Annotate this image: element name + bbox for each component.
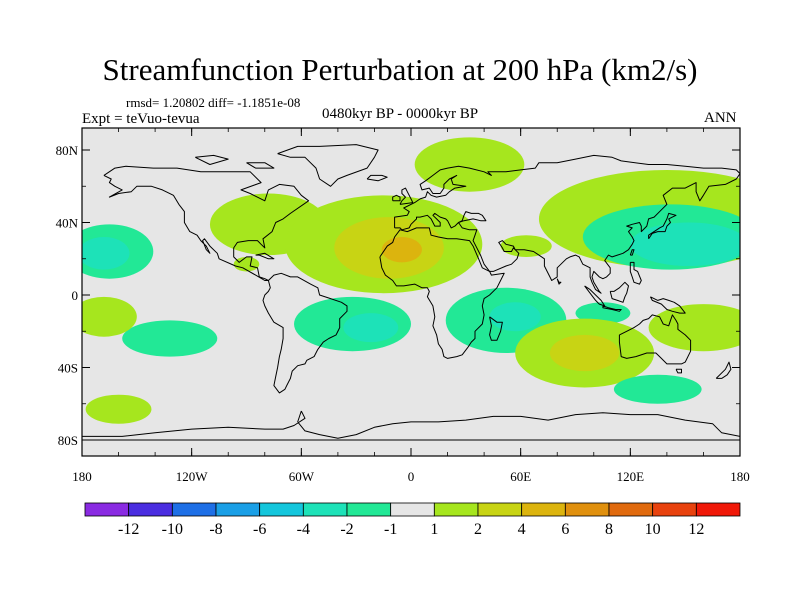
colorbar-swatch (302, 502, 348, 517)
lon-tick-label: 60E (510, 469, 531, 484)
coastline (629, 249, 635, 256)
anomaly-region (122, 320, 218, 357)
coastline-layer (82, 144, 740, 441)
anomaly-region (381, 237, 422, 263)
coastline (618, 314, 692, 365)
colorbar-swatch (608, 502, 654, 517)
colorbar-swatch (259, 502, 304, 517)
colorbar-label: 12 (688, 521, 704, 538)
anomaly-region (648, 304, 740, 352)
coastline (675, 368, 682, 374)
coastline (602, 305, 622, 312)
colorbar-label: 2 (474, 521, 482, 538)
coastline (277, 144, 379, 187)
anomaly-region (82, 296, 137, 337)
coastline (609, 281, 629, 303)
coastline (103, 165, 310, 281)
lon-tick-label: 120E (617, 469, 645, 484)
colorbar-swatch (477, 502, 523, 517)
coastline (246, 162, 275, 169)
colorbar-label: -12 (118, 521, 139, 538)
coastline (489, 316, 503, 341)
colorbar-swatch (346, 502, 392, 517)
axis-layer: 80N 40N 0 40S 80S 180 120W 60W 0 60E 120E 180 (56, 128, 750, 484)
anomaly-region (549, 334, 620, 372)
coastline (629, 261, 642, 285)
colorbar-swatch (433, 502, 479, 517)
stats-label: rmsd= 1.20802 diff= -1.1851e-08 (126, 95, 301, 110)
anomaly-region (343, 313, 399, 343)
coastline (556, 278, 562, 285)
coastline (394, 154, 740, 294)
anomaly-region (500, 235, 552, 257)
lon-tick-label: 60W (289, 469, 315, 484)
lat-tick-label: 40S (58, 361, 78, 376)
colorbar-label: -4 (297, 521, 310, 538)
anomaly-region (85, 394, 152, 424)
lat-tick-label: 0 (72, 288, 79, 303)
colorbar-swatch (128, 502, 173, 517)
chart-title: Streamfunction Perturbation at 200 hPa (… (102, 52, 698, 87)
anomaly-region (630, 222, 740, 266)
lat-tick-label: 80N (56, 143, 79, 158)
coastline (715, 361, 732, 379)
season-label: ANN (704, 110, 737, 126)
coastline (82, 410, 740, 441)
anomaly-region (82, 237, 130, 270)
coastline (262, 272, 348, 394)
colorbar: -12 -10 -8 -6 -4 -2 -1 1 2 4 6 8 10 12 (84, 502, 741, 538)
lon-tick-label: 180 (730, 469, 750, 484)
colorbar-label: -10 (162, 521, 183, 538)
colorbar-label: 10 (645, 521, 661, 538)
lon-tick-label: 0 (408, 469, 415, 484)
anomaly-region (233, 256, 260, 272)
colorbar-label: -1 (384, 521, 397, 538)
colorbar-label: 8 (605, 521, 613, 538)
colorbar-label: 4 (518, 521, 526, 538)
colorbar-swatch (695, 502, 741, 517)
coastline (379, 227, 505, 359)
colorbar-swatch (215, 502, 261, 517)
period-label: 0480kyr BP - 0000kyr BP (322, 106, 479, 122)
lon-tick-label: 120W (176, 469, 209, 484)
coastline (392, 194, 401, 202)
coastline (399, 187, 414, 205)
colorbar-swatch (171, 502, 217, 517)
coastline (649, 296, 686, 314)
lat-tick-label: 80S (58, 433, 78, 448)
coastline (584, 285, 606, 307)
coastline (195, 154, 229, 165)
anomaly-region (575, 302, 631, 324)
anomaly-region (414, 137, 525, 192)
anomaly-region (489, 302, 541, 332)
lat-tick-label: 40N (56, 216, 79, 231)
colorbar-label: -2 (340, 521, 353, 538)
colorbar-label: -6 (253, 521, 266, 538)
colorbar-swatch (521, 502, 566, 517)
colorbar-label: 1 (430, 521, 438, 538)
colorbar-label: -8 (209, 521, 222, 538)
colorbar-swatch (84, 502, 130, 517)
colorbar-label: 6 (561, 521, 569, 538)
coastline (255, 252, 275, 260)
experiment-label: Expt = teVuo-tevua (82, 111, 200, 127)
lon-tick-label: 180 (72, 469, 92, 484)
anomaly-region (613, 374, 702, 404)
coastline (366, 174, 388, 182)
colorbar-swatch (652, 502, 697, 517)
colorbar-swatch (390, 502, 435, 517)
colorbar-swatch (564, 502, 610, 517)
coastline (648, 212, 677, 240)
